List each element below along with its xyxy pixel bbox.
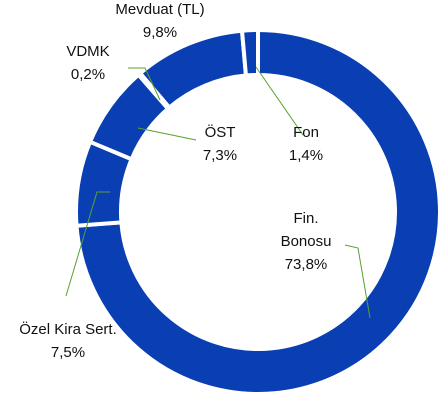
category-label: ÖST xyxy=(204,124,236,141)
label: VDMK 0,2% xyxy=(66,40,109,86)
value-label: 7,5% xyxy=(50,344,86,361)
label: Mevduat (TL) 9,8% xyxy=(115,0,204,44)
category-label: Mevduat (TL) xyxy=(115,1,205,18)
leader-line xyxy=(344,244,371,319)
leader-line xyxy=(255,66,304,136)
label: Fon 1,4% xyxy=(289,121,323,167)
slices xyxy=(74,27,438,396)
value-label: 7,3% xyxy=(202,147,238,164)
value-label: 0,2% xyxy=(70,66,106,83)
label: Özel Kira Sert. 7,5% xyxy=(19,318,117,364)
category-label: Özel Kira Sert. xyxy=(19,321,117,338)
value-label: 73,8% xyxy=(284,256,328,273)
donut-slice xyxy=(74,27,438,396)
leader-line xyxy=(128,67,161,101)
category-label: Fon xyxy=(293,124,319,141)
value-label: 1,4% xyxy=(288,147,324,164)
leader-lines xyxy=(65,66,371,319)
category-label: Fin. Bonosu xyxy=(280,210,332,250)
donut-slice xyxy=(239,27,260,78)
label: ÖST 7,3% xyxy=(203,121,237,167)
leader-line xyxy=(65,191,110,297)
category-label: VDMK xyxy=(66,43,110,60)
leader-line xyxy=(137,127,197,141)
label: Fin. Bonosu 73,8% xyxy=(273,207,339,276)
value-label: 9,8% xyxy=(142,24,178,41)
